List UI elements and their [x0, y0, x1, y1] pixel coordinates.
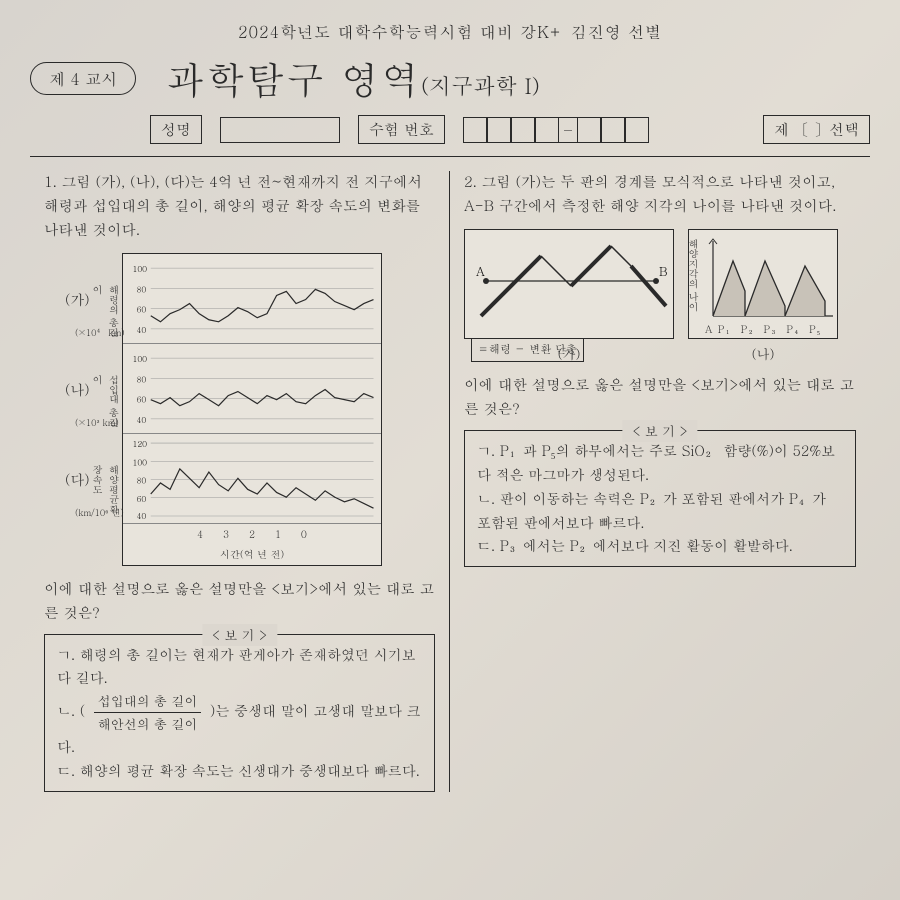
choice-label: 제 〔 〕선택 — [763, 115, 870, 144]
q2-prompt: 이에 대한 설명으로 옳은 설명만을 <보기>에서 있는 대로 고른 것은? — [464, 374, 856, 422]
chart-na: (나) 섭입대 총길이 (×10³ km) 10080 6040 — [123, 344, 381, 434]
chart-da-unit: (km/10⁶ 년) — [75, 506, 124, 521]
chart-ga-svg: 100 80 60 40 — [127, 258, 377, 339]
chart-na-tag: (나) — [65, 378, 90, 401]
svg-text:60: 60 — [137, 304, 147, 315]
q2-diagrams: AB ＝해령 － 변환 단층 (가) 해양지각의 나이 — [464, 229, 856, 364]
svg-text:100: 100 — [133, 457, 148, 468]
q1-bogi-item-1: ㄱ. 해령의 총 길이는 현재가 판게아가 존재하였던 시기보다 길다. — [57, 643, 422, 691]
name-field[interactable] — [220, 117, 340, 143]
q1-charts: (가) 해령의 총길이 (×10⁴ km) 10080 6040 (나) — [122, 253, 382, 566]
exam-num-label: 수험 번호 — [358, 115, 445, 144]
exam-header-line: 2024학년도 대학수학능력시험 대비 강K+ 김진영 선별 — [30, 20, 870, 43]
chart-da-tag: (다) — [65, 468, 90, 491]
q2-body: 그림 (가)는 두 판의 경계를 모식적으로 나타낸 것이고, A-B 구간에서… — [464, 172, 837, 216]
sub-title: (지구과학 I) — [421, 70, 540, 101]
chart-na-svg: 100 80 60 40 — [127, 348, 377, 429]
divider — [30, 156, 870, 157]
title-row: 제 4 교시 과학탐구 영역(지구과학 I) — [30, 51, 870, 105]
svg-text:40: 40 — [137, 415, 147, 426]
q1-num: 1. — [44, 172, 57, 192]
column-right: 2. 그림 (가)는 두 판의 경계를 모식적으로 나타낸 것이고, A-B 구… — [450, 171, 870, 792]
exam-num-boxes[interactable]: – — [463, 117, 649, 143]
svg-text:40: 40 — [137, 511, 147, 519]
q2-diagram-ga: AB ＝해령 － 변환 단층 — [464, 229, 674, 339]
q2-bogi-item-1: ㄱ. P₁과 P₅의 하부에서는 주로 SiO₂ 함량(%)이 52%보다 적은… — [477, 439, 843, 487]
q2-bogi: < 보 기 > ㄱ. P₁과 P₅의 하부에서는 주로 SiO₂ 함량(%)이 … — [464, 430, 856, 567]
svg-text:60: 60 — [137, 494, 147, 505]
svg-text:B: B — [659, 263, 668, 280]
q2-na-caption: (나) — [688, 343, 838, 364]
q2-bogi-item-3: ㄷ. P₃에서는 P₂에서보다 지진 활동이 활발하다. — [477, 534, 843, 558]
q2-diagram-na: 해양지각의 나이 A P₁ P₂ P₃ P₄ P₅ — [688, 229, 838, 339]
q1-bogi-title: < 보 기 > — [202, 624, 277, 646]
q2-legend: ＝해령 － 변환 단층 — [471, 338, 584, 362]
q2-diagram-ga-wrap: AB ＝해령 － 변환 단층 (가) — [464, 229, 674, 364]
q1-text: 1. 그림 (가), (나), (다)는 4억 년 전~현재까지 전 지구에서 … — [44, 171, 435, 243]
title-group: 과학탐구 영역(지구과학 I) — [166, 51, 540, 105]
chart-da-svg: 120 100 80 60 40 — [127, 438, 377, 519]
chart-ga-unit: (×10⁴ km) — [75, 326, 125, 341]
svg-text:80: 80 — [137, 374, 147, 385]
q2-x-ticks: A P₁ P₂ P₃ P₄ P₅ — [705, 321, 821, 338]
svg-text:60: 60 — [137, 394, 147, 405]
chart-na-unit: (×10³ km) — [75, 416, 119, 431]
q2-num: 2. — [464, 172, 477, 192]
main-title: 과학탐구 영역 — [166, 51, 421, 105]
svg-text:100: 100 — [133, 264, 148, 275]
x-axis-label: 시간(억 년 전) — [123, 544, 381, 565]
chart-da: (다) 해양평균확장속도 (km/10⁶ 년) 120100 806040 — [123, 434, 381, 524]
svg-text:120: 120 — [133, 439, 148, 450]
svg-text:100: 100 — [133, 354, 148, 365]
svg-text:A: A — [476, 263, 485, 280]
period-badge: 제 4 교시 — [30, 62, 136, 95]
q1-body: 그림 (가), (나), (다)는 4억 년 전~현재까지 전 지구에서 해령과… — [44, 172, 422, 240]
chart-ga: (가) 해령의 총길이 (×10⁴ km) 10080 6040 — [123, 254, 381, 344]
column-left: 1. 그림 (가), (나), (다)는 4억 년 전~현재까지 전 지구에서 … — [30, 171, 450, 792]
q1-prompt: 이에 대한 설명으로 옳은 설명만을 <보기>에서 있는 대로 고른 것은? — [44, 578, 435, 626]
chart-ga-tag: (가) — [65, 288, 90, 311]
student-info-row: 성명 수험 번호 – 제 〔 〕선택 — [150, 115, 870, 144]
q2-diagram-na-wrap: 해양지각의 나이 A P₁ P₂ P₃ P₄ P₅ (나) — [688, 229, 838, 364]
q1-bogi-item-3: ㄷ. 해양의 평균 확장 속도는 신생대가 중생대보다 빠르다. — [57, 759, 422, 783]
q1-bogi: < 보 기 > ㄱ. 해령의 총 길이는 현재가 판게아가 존재하였던 시기보다… — [44, 634, 435, 792]
q2-na-ylabel: 해양지각의 나이 — [685, 238, 702, 311]
q2-bogi-title: < 보 기 > — [622, 420, 697, 442]
columns: 1. 그림 (가), (나), (다)는 4억 년 전~현재까지 전 지구에서 … — [30, 171, 870, 792]
q2-text: 2. 그림 (가)는 두 판의 경계를 모식적으로 나타낸 것이고, A-B 구… — [464, 171, 856, 219]
x-ticks: 4 3 2 1 0 — [123, 524, 381, 545]
svg-text:80: 80 — [137, 284, 147, 295]
svg-text:40: 40 — [137, 325, 147, 336]
svg-text:80: 80 — [137, 475, 147, 486]
name-label: 성명 — [150, 115, 202, 144]
q1-bogi-item-2: ㄴ. ( 섭입대의 총 길이 해안선의 총 길이 )는 중생대 말이 고생대 말… — [57, 690, 422, 759]
q2-bogi-item-2: ㄴ. 판이 이동하는 속력은 P₂가 포함된 판에서가 P₄가 포함된 판에서보… — [477, 487, 843, 535]
